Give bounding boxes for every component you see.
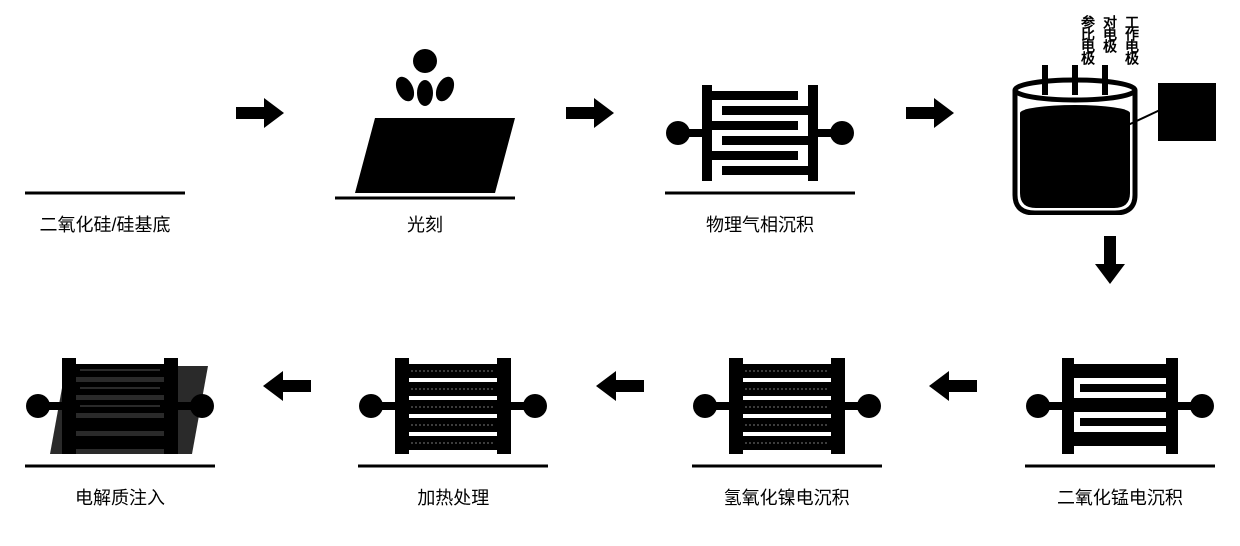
arrow-down-icon xyxy=(1095,236,1125,289)
step-substrate: 二氧化硅/硅基底 xyxy=(20,33,190,237)
arrow-right-icon xyxy=(906,98,954,133)
device-filled-icon xyxy=(20,306,220,476)
step-label: 加热处理 xyxy=(417,484,489,510)
photolith-icon xyxy=(330,33,520,203)
device-coated-icon xyxy=(687,306,887,476)
arrow-left-icon xyxy=(929,371,977,406)
step-electrolyte: 电解质注入 xyxy=(20,306,220,510)
substrate-icon xyxy=(20,33,190,203)
device-coated-icon xyxy=(353,306,553,476)
step-heat: 加热处理 xyxy=(353,306,553,510)
ref-electrode-label: 参比电极 xyxy=(1081,15,1095,63)
arrow-left-icon xyxy=(596,371,644,406)
step-mno2: 二氧化锰电沉积 xyxy=(1020,306,1220,510)
arrow-right-icon xyxy=(566,98,614,133)
step-electrochem-cell: 参比电极 对电极 工作电极 xyxy=(1000,15,1220,215)
arrow-right-icon xyxy=(236,98,284,133)
step-label: 氢氧化镍电沉积 xyxy=(724,484,850,510)
counter-electrode-label: 对电极 xyxy=(1103,15,1117,63)
row-top: 二氧化硅/硅基底 xyxy=(20,20,1220,250)
row-bottom: 电解质注入 xyxy=(20,293,1220,523)
beaker-icon xyxy=(1000,65,1220,215)
step-photolith: 光刻 xyxy=(330,33,520,237)
process-flow-diagram: 二氧化硅/硅基底 xyxy=(20,20,1220,523)
working-electrode-label: 工作电极 xyxy=(1125,15,1139,63)
step-label: 二氧化硅/硅基底 xyxy=(39,211,170,237)
interdigitated-icon xyxy=(660,33,860,203)
arrow-left-icon xyxy=(263,371,311,406)
step-label: 电解质注入 xyxy=(75,484,165,510)
step-label: 二氧化锰电沉积 xyxy=(1057,484,1183,510)
step-nioh2: 氢氧化镍电沉积 xyxy=(687,306,887,510)
step-label: 物理气相沉积 xyxy=(706,211,814,237)
step-label: 光刻 xyxy=(407,211,443,237)
electrode-labels: 参比电极 对电极 工作电极 xyxy=(1081,15,1139,63)
step-pvd: 物理气相沉积 xyxy=(660,33,860,237)
device-half-coated-icon xyxy=(1020,306,1220,476)
